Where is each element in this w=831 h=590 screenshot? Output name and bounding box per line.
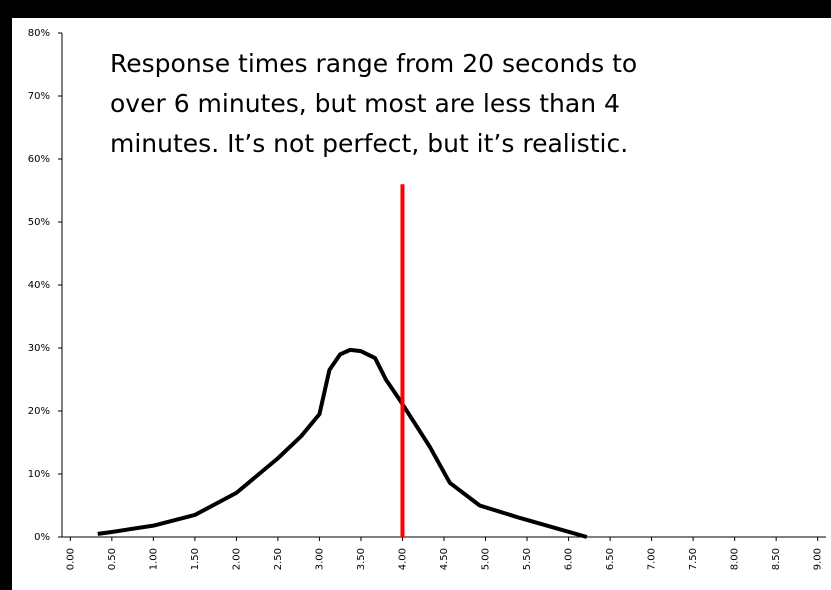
x-tick-label: 0.50 <box>107 548 118 570</box>
x-tick-label: 5.50 <box>522 548 533 570</box>
y-tick-label: 20% <box>28 406 50 417</box>
y-tick-label: 70% <box>28 91 50 102</box>
x-tick-label: 3.00 <box>314 548 325 570</box>
annotation: minutes. It’s not perfect, but it’s real… <box>110 129 628 158</box>
x-tick-label: 3.50 <box>356 548 367 570</box>
data-line <box>97 347 588 539</box>
x-tick-label: 0.00 <box>65 548 76 570</box>
y-tick-label: 50% <box>28 217 50 228</box>
y-tick-label: 60% <box>28 154 50 165</box>
x-tick-label: 7.50 <box>688 548 699 570</box>
x-tick-label: 2.50 <box>273 548 284 570</box>
annotation: over 6 minutes, but most are less than 4 <box>110 89 620 118</box>
x-tick-label: 4.50 <box>439 548 450 570</box>
annotation: Response times range from 20 seconds to <box>110 49 637 78</box>
y-tick-label: 30% <box>28 343 50 354</box>
x-tick-label: 1.50 <box>190 548 201 570</box>
x-tick-label: 8.00 <box>730 548 741 570</box>
x-tick-label: 6.00 <box>564 548 575 570</box>
x-tick-label: 4.00 <box>397 548 408 570</box>
y-tick-label: 0% <box>34 532 50 543</box>
y-tick-label: 40% <box>28 280 50 291</box>
x-tick-label: 6.50 <box>605 548 616 570</box>
x-tick-label: 1.00 <box>148 548 159 570</box>
y-tick-label: 10% <box>28 469 50 480</box>
x-tick-label: 7.00 <box>647 548 658 570</box>
y-tick-label: 80% <box>28 28 50 39</box>
x-tick-label: 9.00 <box>813 548 824 570</box>
x-tick-label: 8.50 <box>771 548 782 570</box>
x-tick-label: 5.00 <box>481 548 492 570</box>
x-tick-label: 2.00 <box>231 548 242 570</box>
plot-background <box>12 18 831 590</box>
